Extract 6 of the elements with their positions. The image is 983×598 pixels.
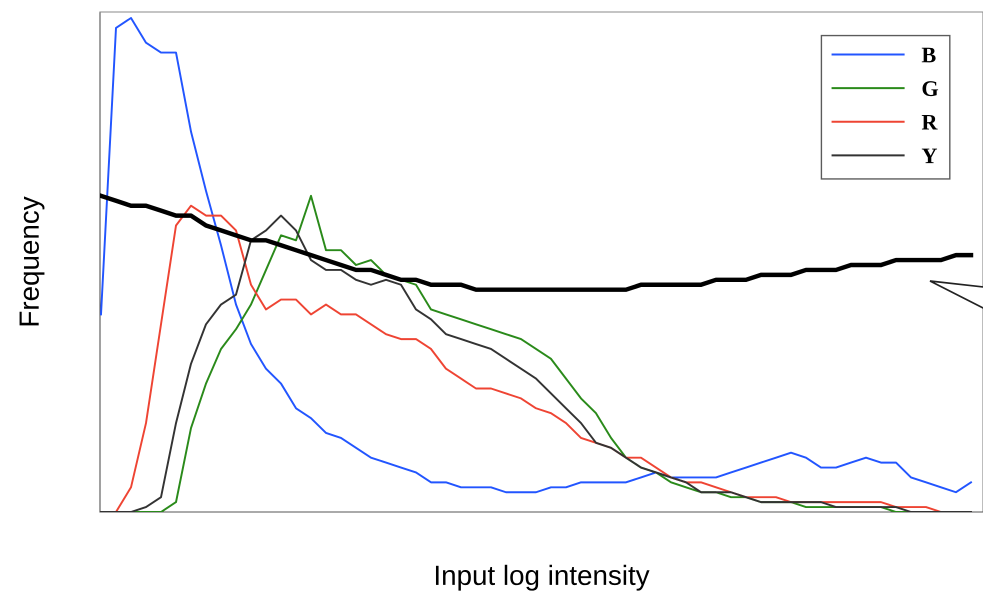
x-axis-title: Input log intensity [436, 564, 650, 591]
legend-label: B [922, 48, 936, 62]
legend-label: R [922, 114, 938, 130]
legend-label: Y [922, 148, 938, 164]
y-axis-title: Frequency [20, 196, 44, 326]
legend-label: G [922, 81, 938, 96]
